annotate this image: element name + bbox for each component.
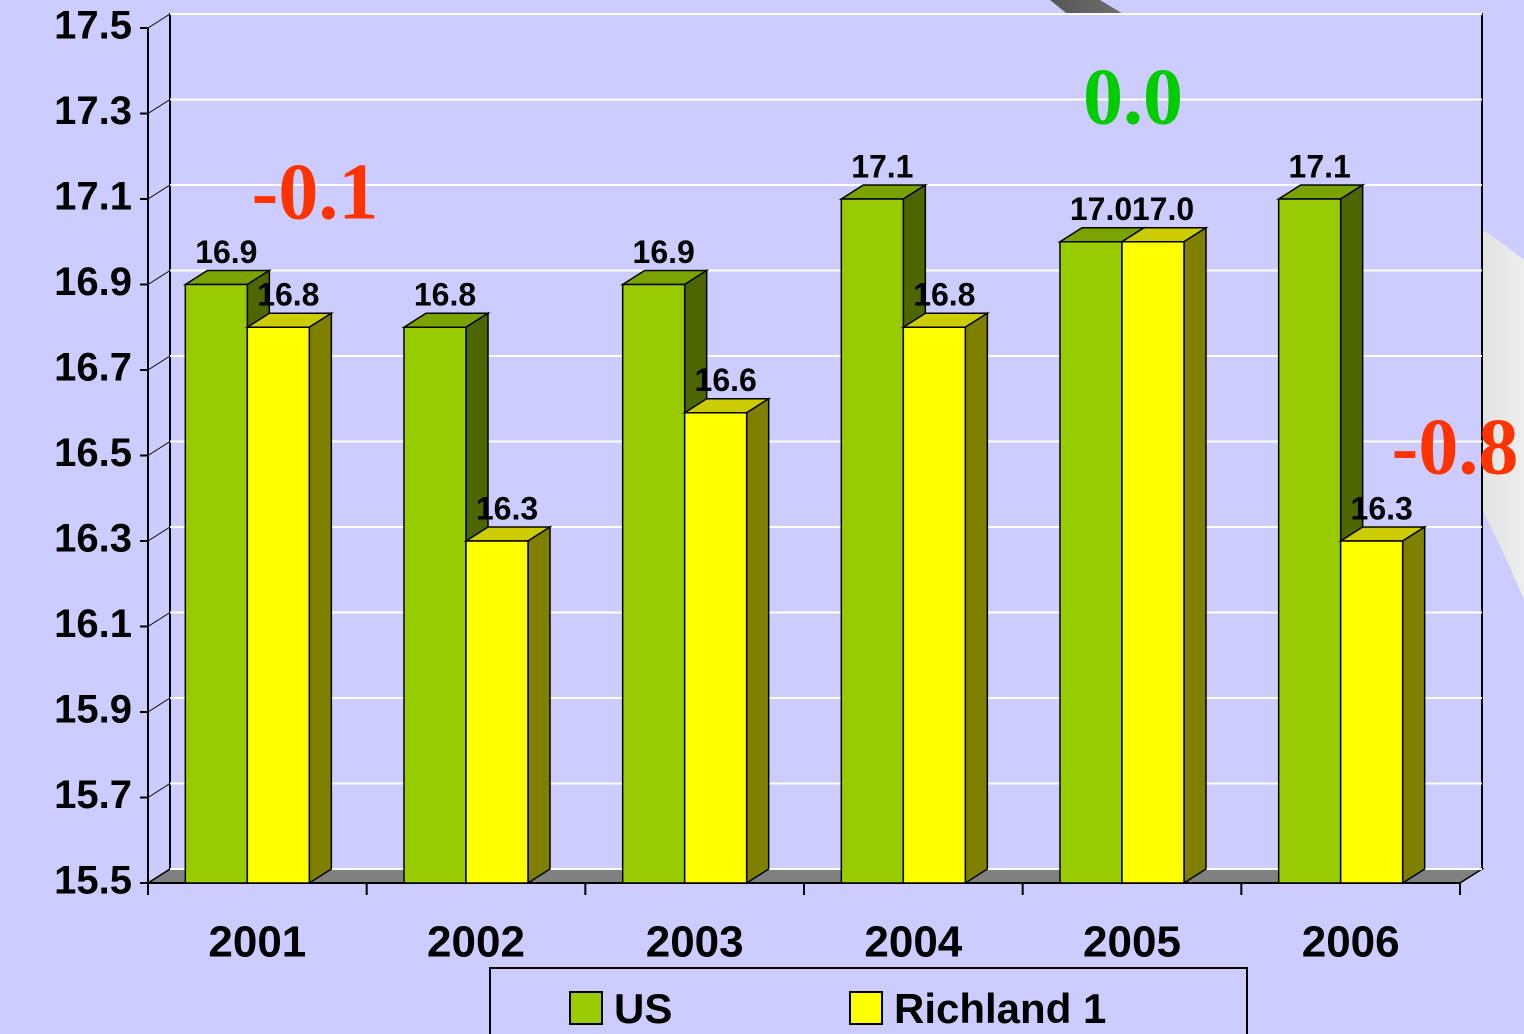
page: {"chart_data": {"type": "bar3d", "catego… <box>0 0 1524 1034</box>
plot-area: 15.5 15.7 15.9 16.1 16.3 16.5 16.7 16.9 17.1 17.3… <box>54 4 1518 967</box>
x-tick-label: 2004 <box>864 918 962 967</box>
bar <box>1279 199 1341 883</box>
data-label: 16.8 <box>257 277 319 313</box>
x-tick-label: 2002 <box>427 918 525 967</box>
y-tick-label: 17.1 <box>54 175 132 219</box>
grid-line-side <box>148 698 170 712</box>
bar <box>1122 242 1184 883</box>
y-tick-label: 16.1 <box>54 602 132 646</box>
data-label: 16.8 <box>414 277 476 313</box>
bar <box>1341 541 1403 883</box>
x-tick-label: 2003 <box>646 918 744 967</box>
y-tick-label: 16.7 <box>54 346 132 390</box>
grid-line-side <box>148 185 170 199</box>
bar <box>247 327 309 883</box>
x-tick-label: 2005 <box>1083 918 1181 967</box>
data-label: 17.0 <box>1070 191 1132 227</box>
y-tick-label: 15.7 <box>54 773 132 817</box>
annotation: -0.8 <box>1392 403 1519 491</box>
bar-side <box>309 313 331 883</box>
data-label: 17.0 <box>1132 191 1194 227</box>
data-label: 16.9 <box>195 234 257 270</box>
bar <box>841 199 903 883</box>
y-tick-label: 15.5 <box>54 859 132 903</box>
x-tick-label: 2001 <box>208 918 306 967</box>
grid-line-side <box>148 784 170 798</box>
bar <box>185 285 247 884</box>
bar <box>1060 242 1122 883</box>
grid-line-side <box>148 356 170 370</box>
y-tick-label: 16.5 <box>54 431 132 475</box>
annotation: -0.1 <box>252 148 379 236</box>
legend-swatch <box>570 992 602 1024</box>
y-tick-label: 17.5 <box>54 4 132 48</box>
bar-side <box>965 313 987 883</box>
bar <box>903 327 965 883</box>
bar-side <box>528 527 550 883</box>
bar-side <box>1403 527 1425 883</box>
legend-label: Richland 1 <box>894 985 1106 1032</box>
data-label: 16.3 <box>476 490 538 526</box>
bar-side <box>747 399 769 883</box>
data-label: 17.1 <box>1289 148 1351 184</box>
y-tick-label: 15.9 <box>54 688 132 732</box>
bar <box>404 327 466 883</box>
legend-label: US <box>614 985 672 1032</box>
bar <box>685 413 747 883</box>
grid-line-side <box>148 100 170 114</box>
data-label: 17.1 <box>851 148 913 184</box>
grid-line-side <box>148 271 170 285</box>
bar <box>623 285 685 884</box>
grid-line-side <box>148 442 170 456</box>
y-tick-label: 16.9 <box>54 260 132 304</box>
data-label: 16.9 <box>633 234 695 270</box>
bar <box>466 541 528 883</box>
grid-line-side <box>148 613 170 627</box>
grid-line-side <box>148 14 170 28</box>
y-tick-label: 16.3 <box>54 517 132 561</box>
legend-swatch <box>850 992 882 1024</box>
chart: 15.5 15.7 15.9 16.1 16.3 16.5 16.7 16.9 17.1 17.3… <box>0 0 1524 1034</box>
data-label: 16.3 <box>1351 490 1413 526</box>
x-tick-label: 2006 <box>1302 918 1400 967</box>
annotation: 0.0 <box>1083 53 1183 141</box>
data-label: 16.8 <box>913 277 975 313</box>
data-label: 16.6 <box>695 362 757 398</box>
y-tick-label: 17.3 <box>54 89 132 133</box>
bar-side <box>1184 228 1206 883</box>
grid-line-side <box>148 527 170 541</box>
